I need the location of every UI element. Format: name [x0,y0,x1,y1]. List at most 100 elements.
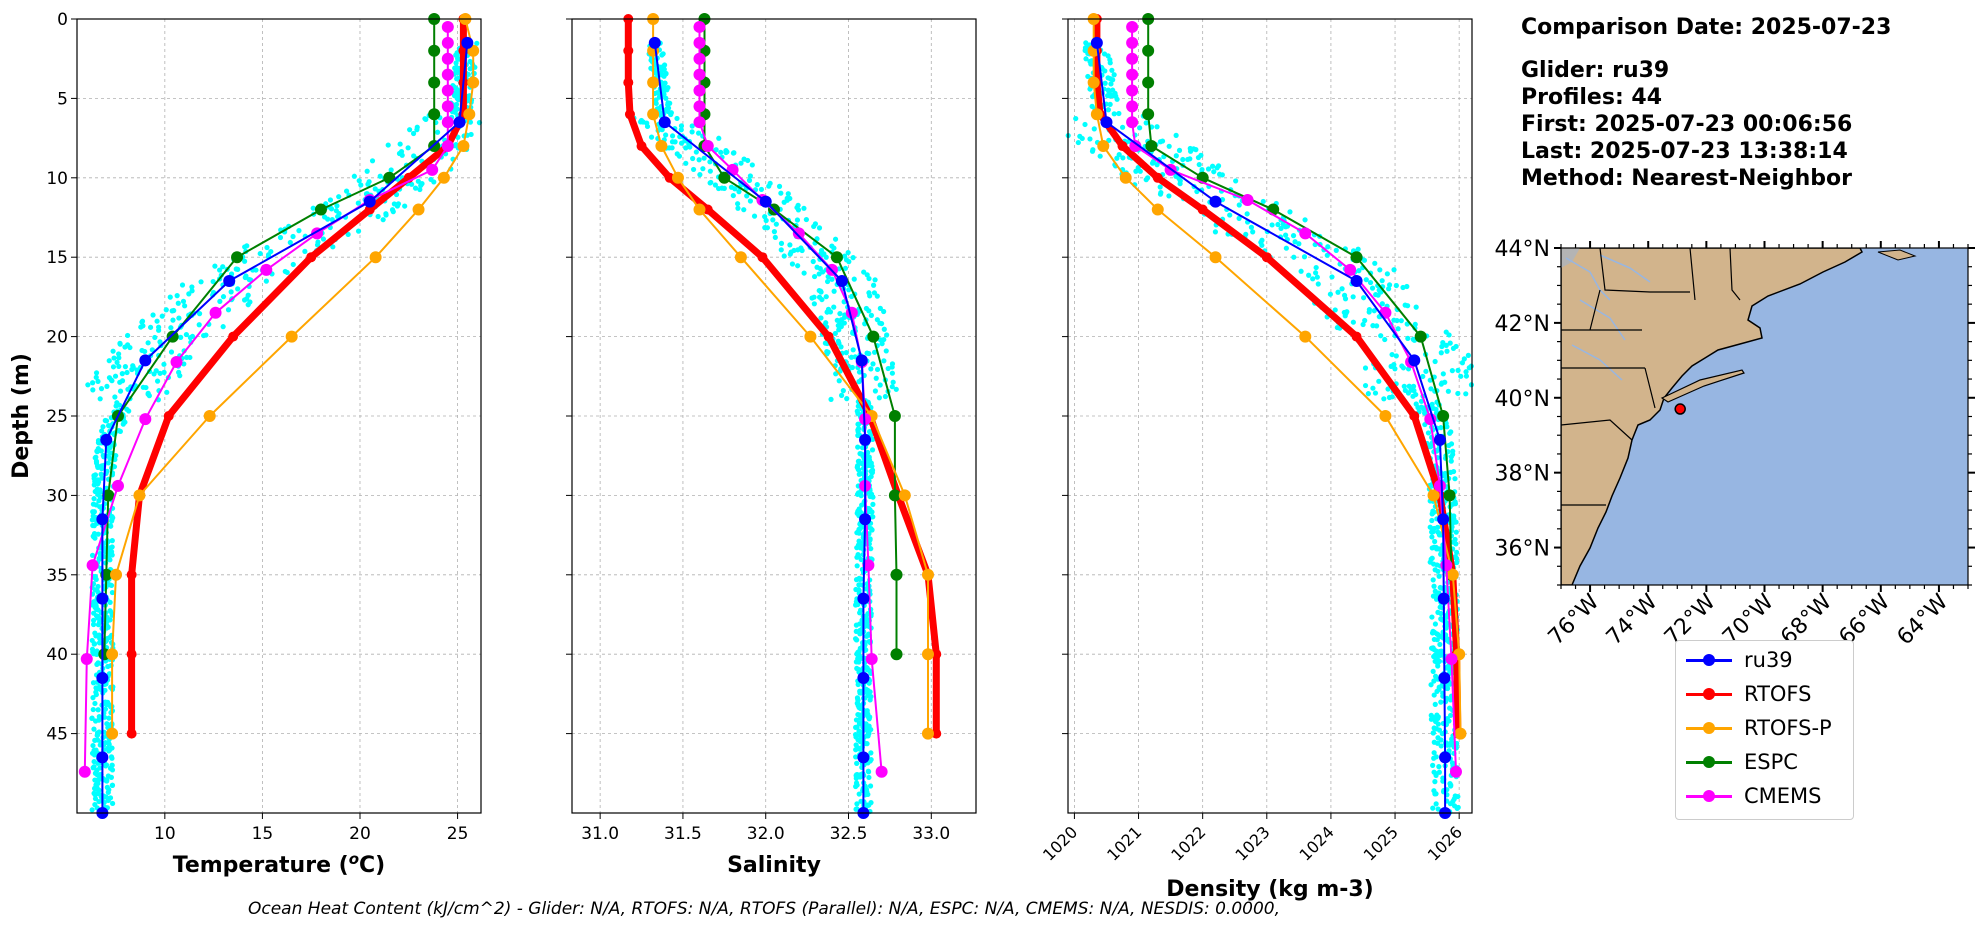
glider-scatter-point [730,192,736,199]
glider-scatter-point [1453,529,1459,535]
point-espc [231,251,244,264]
glider-scatter-point [168,349,175,355]
point-rtofs [1351,331,1362,342]
glider-scatter-point [1432,701,1438,707]
glider-scatter-point [1089,148,1096,154]
glider-scatter-point [91,747,97,753]
glider-scatter-point [103,794,109,800]
glider-scatter-point [716,135,722,141]
point-espc [383,171,396,184]
point-rtofs [931,728,942,739]
point-rtofs-p [285,330,298,343]
glider-scatter-point [90,387,96,393]
glider-scatter-point [91,574,98,581]
glider-scatter-point [854,801,860,807]
point-rtofs-p [106,727,119,740]
glider-scatter-point [735,205,741,211]
glider-scatter-point [95,780,101,787]
glider-scatter-point [1341,309,1347,316]
glider-scatter-point [453,60,459,66]
glider-scatter-point [856,737,862,743]
glider-scatter-point [696,157,702,163]
glider-scatter-point [189,288,195,294]
glider-scatter-point [1431,692,1437,698]
glider-scatter-point [168,325,174,331]
point-ru39 [835,275,848,288]
glider-scatter-point [92,801,98,808]
glider-scatter-point [107,617,113,623]
glider-scatter-point [732,186,738,192]
glider-scatter-point [90,501,97,507]
glider-scatter-point [264,244,270,251]
rtofs-p-marker-icon [1703,721,1715,734]
glider-scatter-point [855,601,861,608]
glider-scatter-point [1431,755,1437,761]
glider-scatter-point [327,197,334,203]
glider-scatter-point [91,496,97,502]
point-cmems [693,36,706,49]
point-rtofs-p [110,568,123,581]
glider-scatter-point [99,428,105,434]
glider-scatter-point [857,610,863,616]
glider-scatter-point [412,185,419,191]
glider-scatter-point [869,447,876,453]
glider-scatter-point [152,334,158,341]
glider-scatter-point [106,740,112,746]
legend-label-espc: ESPC [1744,750,1798,774]
glider-scatter-point [111,464,118,470]
glider-scatter-point [174,293,180,299]
glider-scatter-point [91,764,97,770]
glider-scatter-point [1244,211,1250,217]
glider-scatter-point [1209,163,1216,169]
glider-scatter-point [879,341,885,347]
glider-scatter-point [855,681,861,688]
salinity-xlabel: Salinity [727,853,821,878]
glider-scatter-point [1431,725,1437,731]
glider-scatter-point [95,378,101,385]
glider-scatter-point [865,687,871,694]
glider-scatter-point [1107,101,1113,107]
y-tick-label: 40 [46,645,68,665]
glider-scatter-point [328,206,335,212]
glider-scatter-point [864,802,870,808]
glider-scatter-point [874,366,881,373]
point-cmems [701,140,714,153]
glider-scatter-point [831,288,837,294]
glider-scatter-point [355,200,361,206]
glider-scatter-point [644,123,651,130]
glider-scatter-point [90,706,96,713]
glider-scatter-point [818,315,824,321]
glider-scatter-point [1077,133,1083,139]
glider-scatter-point [1306,272,1312,278]
glider-scatter-point [1157,191,1164,197]
point-cmems [1126,68,1139,81]
glider-scatter-point [93,370,100,376]
glider-scatter-point [669,133,676,139]
glider-scatter-point [98,386,105,392]
glider-scatter-point [242,258,248,264]
glider-scatter-point [855,444,861,450]
point-cmems [441,52,454,65]
glider-scatter-point [1386,282,1393,288]
point-espc [1145,140,1158,153]
glider-scatter-point [1410,383,1417,389]
glider-scatter-point [91,641,97,647]
glider-scatter-point [1116,110,1122,117]
point-cmems [441,100,454,113]
glider-scatter-point [149,347,155,353]
glider-scatter-point [93,454,99,460]
glider-scatter-point [707,159,713,165]
point-ru39 [96,751,109,764]
glider-scatter-point [1437,652,1443,659]
glider-scatter-point [1402,387,1408,394]
glider-scatter-point [1442,379,1448,385]
glider-scatter-point [220,264,226,270]
glider-scatter-point [865,714,872,720]
ocean-heat-content-footer: Ocean Heat Content (kJ/cm^2) - Glider: N… [248,899,1281,919]
glider-scatter-point [811,223,817,230]
glider-scatter-point [773,221,779,227]
glider-scatter-point [1432,673,1439,679]
glider-scatter-point [855,745,861,751]
glider-scatter-point [1106,137,1112,143]
